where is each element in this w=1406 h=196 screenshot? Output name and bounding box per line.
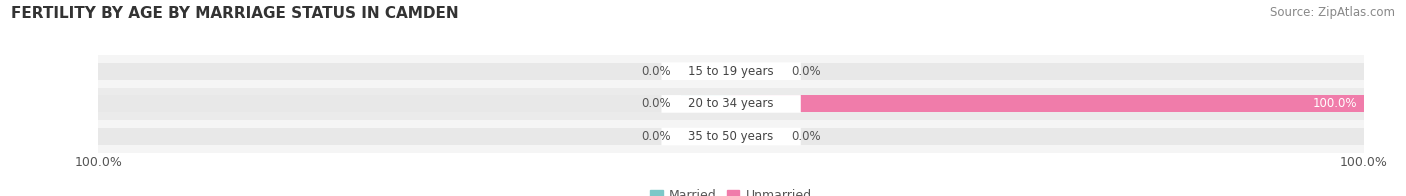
Legend: Married, Unmarried: Married, Unmarried — [645, 184, 817, 196]
Text: 0.0%: 0.0% — [641, 65, 671, 78]
Bar — [98, 63, 1364, 80]
Text: 0.0%: 0.0% — [641, 130, 671, 143]
Bar — [98, 95, 1364, 112]
Bar — [98, 88, 1364, 120]
Bar — [681, 95, 731, 112]
Bar — [681, 128, 731, 145]
FancyBboxPatch shape — [661, 95, 801, 113]
Bar — [681, 63, 731, 80]
Text: 15 to 19 years: 15 to 19 years — [689, 65, 773, 78]
Text: 35 to 50 years: 35 to 50 years — [689, 130, 773, 143]
Bar — [98, 128, 1364, 145]
FancyBboxPatch shape — [661, 128, 801, 145]
FancyBboxPatch shape — [661, 62, 801, 80]
Text: 0.0%: 0.0% — [792, 65, 821, 78]
Text: 20 to 34 years: 20 to 34 years — [689, 97, 773, 110]
Bar — [98, 120, 1364, 153]
Bar — [731, 63, 782, 80]
Text: Source: ZipAtlas.com: Source: ZipAtlas.com — [1270, 6, 1395, 19]
Text: 100.0%: 100.0% — [1313, 97, 1358, 110]
Bar — [98, 55, 1364, 88]
Bar — [731, 128, 782, 145]
Text: FERTILITY BY AGE BY MARRIAGE STATUS IN CAMDEN: FERTILITY BY AGE BY MARRIAGE STATUS IN C… — [11, 6, 458, 21]
Bar — [731, 95, 1364, 112]
Text: 0.0%: 0.0% — [641, 97, 671, 110]
Text: 0.0%: 0.0% — [792, 130, 821, 143]
